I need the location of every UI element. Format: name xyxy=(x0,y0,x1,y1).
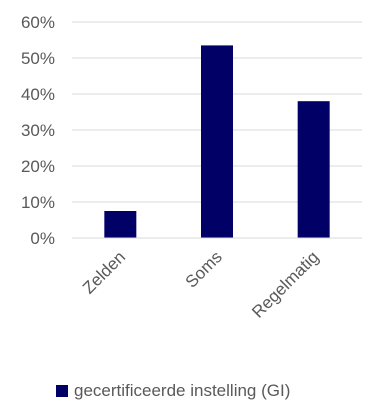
y-tick-label: 60% xyxy=(21,13,55,32)
x-tick-label-regelmatig: Regelmatig xyxy=(248,247,322,321)
y-axis-ticks: 0% 10% 20% 30% 40% 50% 60% xyxy=(21,13,55,248)
bar-regelmatig xyxy=(297,101,330,238)
bar-chart: 0% 10% 20% 30% 40% 50% 60% Zelden Soms Regelmati… xyxy=(21,13,362,322)
bars xyxy=(104,45,330,239)
y-tick-label: 40% xyxy=(21,85,55,104)
y-tick-label: 30% xyxy=(21,121,55,140)
y-tick-label: 20% xyxy=(21,157,55,176)
y-tick-label: 50% xyxy=(21,49,55,68)
legend-swatch xyxy=(56,385,68,397)
y-tick-label: 0% xyxy=(30,229,55,248)
x-tick-label-zelden: Zelden xyxy=(79,247,129,297)
legend-label: gecertificeerde instelling (GI) xyxy=(74,381,291,400)
x-axis-labels: Zelden Soms Regelmatig xyxy=(79,247,323,321)
bar-soms xyxy=(201,45,233,239)
y-tick-label: 10% xyxy=(21,193,55,212)
legend: gecertificeerde instelling (GI) xyxy=(56,381,290,401)
x-tick-label-soms: Soms xyxy=(182,247,226,291)
bar-zelden xyxy=(104,211,137,238)
